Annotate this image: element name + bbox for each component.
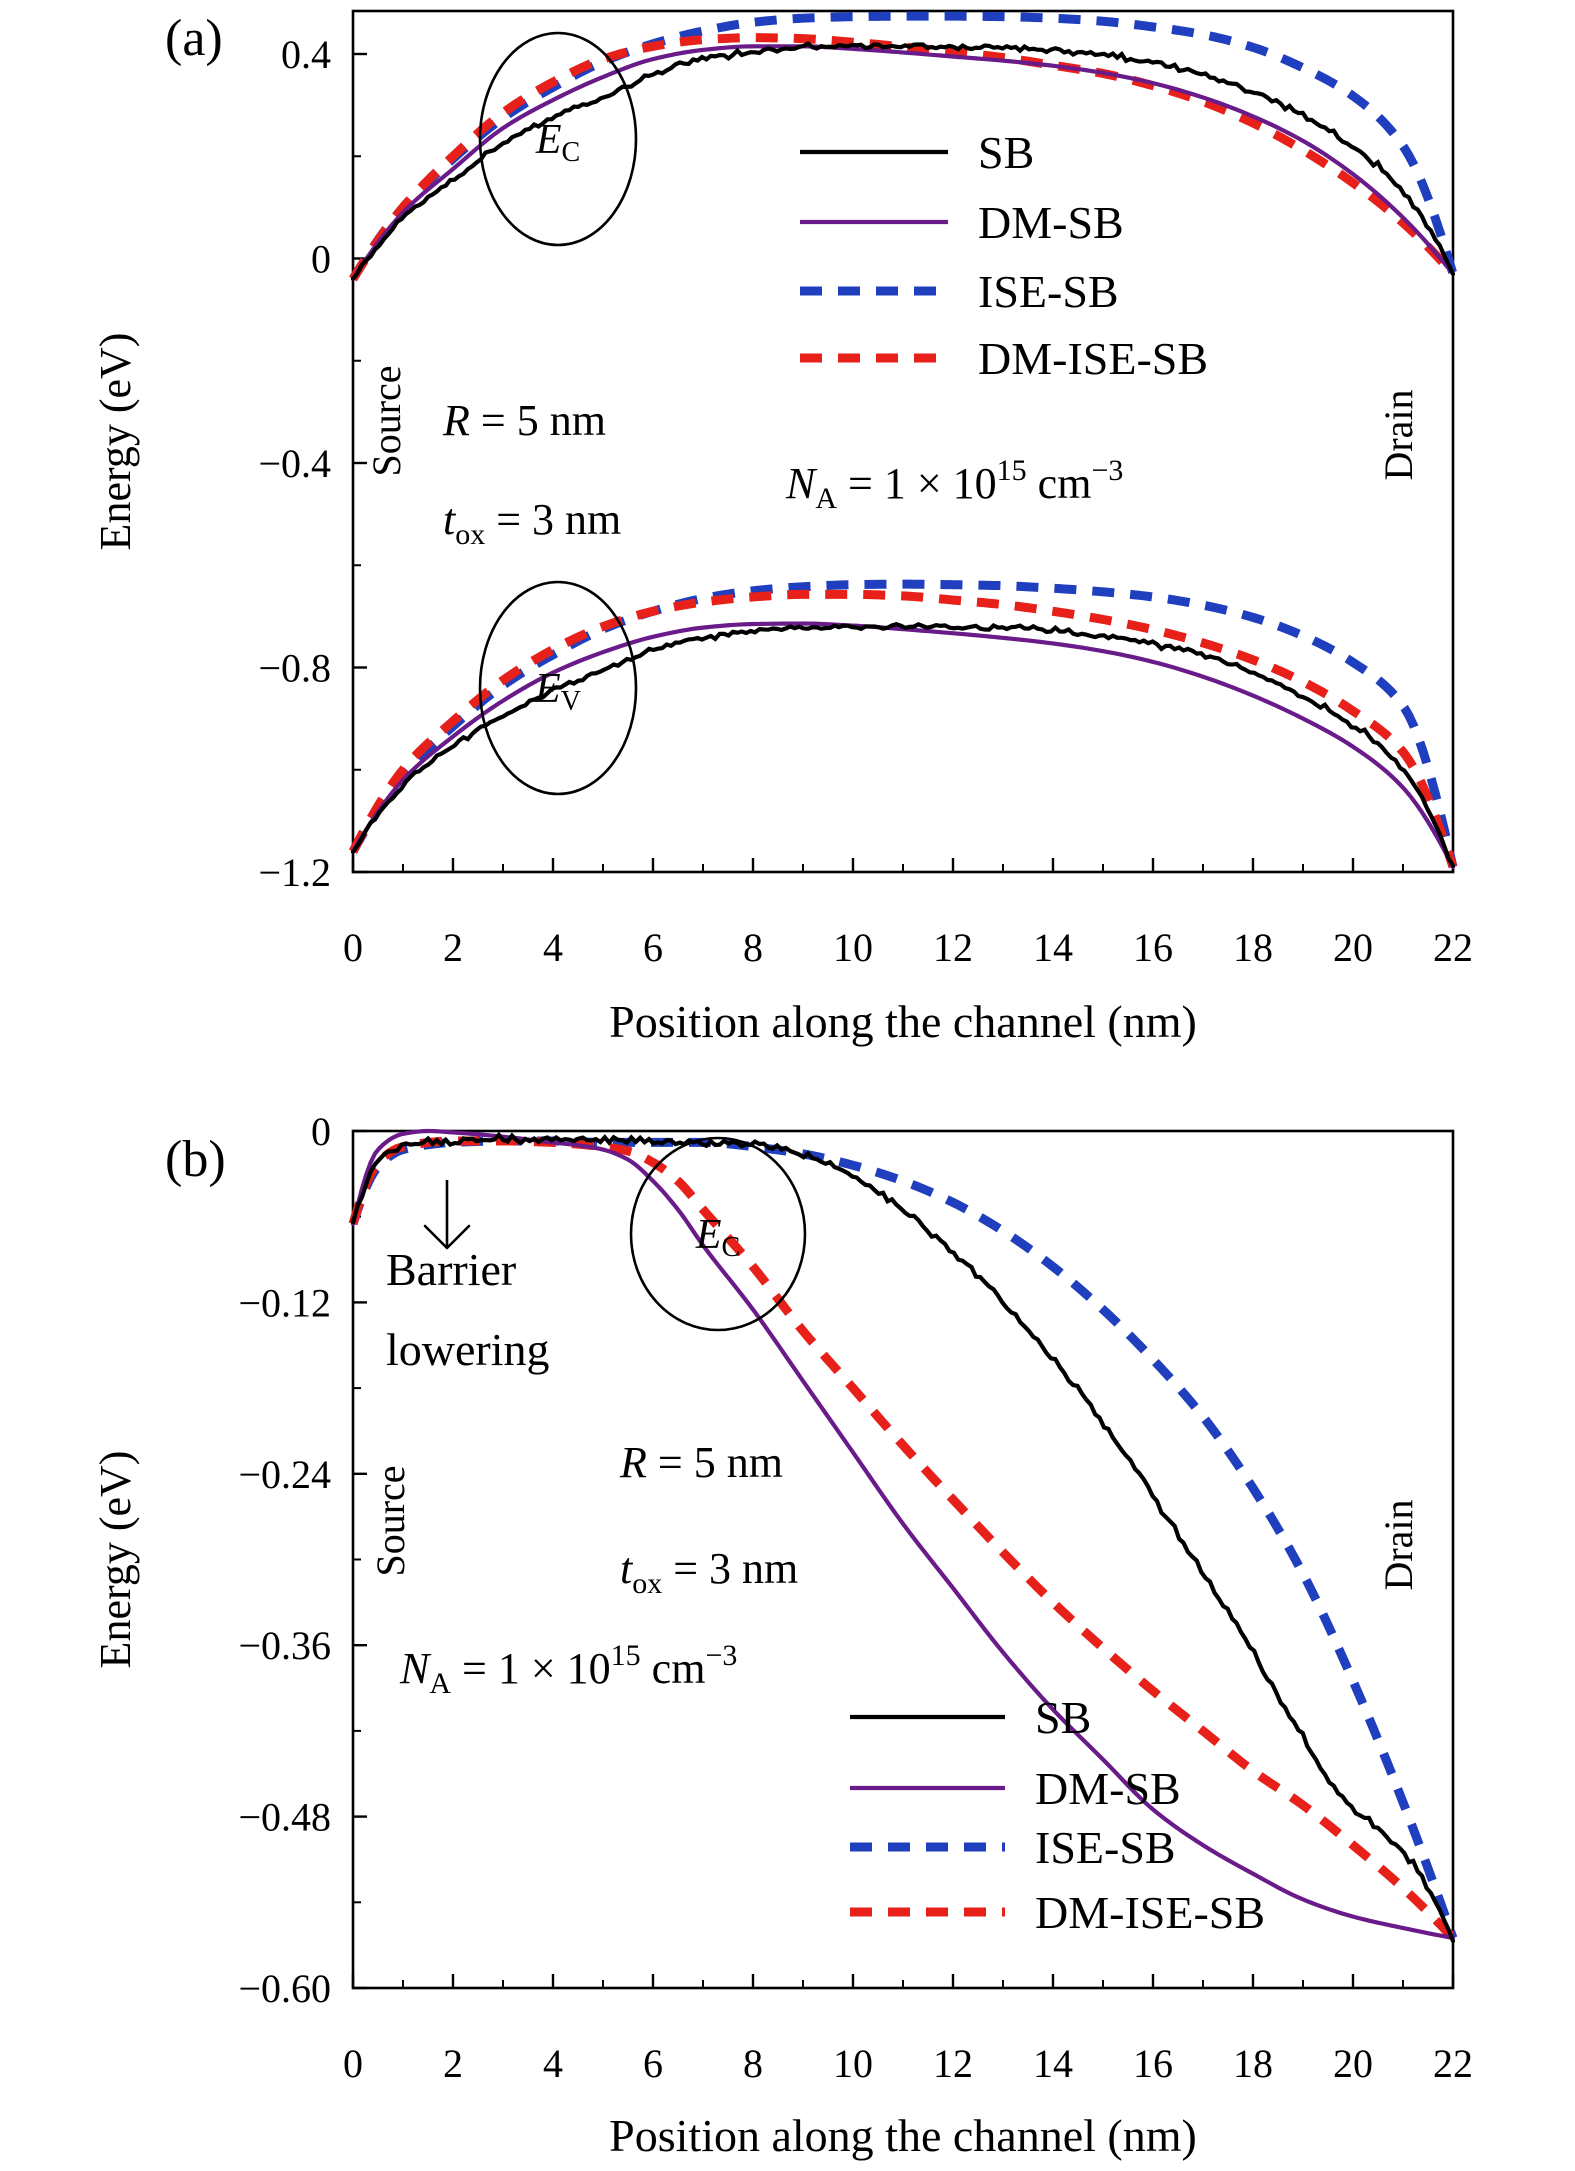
svg-text:14: 14 [1033, 2041, 1073, 2086]
svg-text:8: 8 [743, 925, 763, 970]
svg-text:DM-SB: DM-SB [1035, 1763, 1181, 1814]
svg-text:18: 18 [1233, 925, 1273, 970]
svg-text:SB: SB [1035, 1692, 1091, 1743]
svg-text:2: 2 [443, 925, 463, 970]
svg-text:R = 5 nm: R = 5 nm [442, 396, 606, 445]
svg-text:−0.24: −0.24 [238, 1452, 331, 1497]
svg-text:lowering: lowering [386, 1324, 550, 1375]
svg-text:22: 22 [1433, 925, 1473, 970]
svg-text:4: 4 [543, 2041, 563, 2086]
svg-text:−0.8: −0.8 [258, 646, 331, 691]
svg-text:2: 2 [443, 2041, 463, 2086]
svg-text:−0.12: −0.12 [238, 1280, 331, 1325]
svg-text:−0.48: −0.48 [238, 1795, 331, 1840]
svg-text:−1.2: −1.2 [258, 850, 331, 895]
svg-text:6: 6 [643, 925, 663, 970]
svg-text:0: 0 [343, 2041, 363, 2086]
svg-text:8: 8 [743, 2041, 763, 2086]
svg-text:(a): (a) [165, 10, 223, 67]
svg-text:−0.4: −0.4 [258, 441, 331, 486]
svg-text:Energy (eV): Energy (eV) [91, 1451, 140, 1669]
svg-text:Source: Source [368, 1465, 413, 1576]
svg-text:(b): (b) [165, 1131, 226, 1188]
svg-text:4: 4 [543, 925, 563, 970]
svg-text:18: 18 [1233, 2041, 1273, 2086]
svg-text:6: 6 [643, 2041, 663, 2086]
svg-text:16: 16 [1133, 925, 1173, 970]
svg-text:12: 12 [933, 2041, 973, 2086]
svg-text:0.4: 0.4 [281, 32, 331, 77]
svg-text:SB: SB [978, 127, 1034, 178]
svg-text:10: 10 [833, 2041, 873, 2086]
svg-text:20: 20 [1333, 2041, 1373, 2086]
svg-text:Position along the channel (nm: Position along the channel (nm) [609, 996, 1197, 1047]
svg-text:DM-ISE-SB: DM-ISE-SB [1035, 1887, 1265, 1938]
svg-text:R = 5 nm: R = 5 nm [619, 1438, 783, 1487]
svg-text:DM-ISE-SB: DM-ISE-SB [978, 333, 1208, 384]
svg-text:Barrier: Barrier [386, 1244, 516, 1295]
svg-text:14: 14 [1033, 925, 1073, 970]
svg-text:ISE-SB: ISE-SB [1035, 1822, 1176, 1873]
svg-text:Position along the channel (nm: Position along the channel (nm) [609, 2110, 1197, 2161]
svg-text:DM-SB: DM-SB [978, 197, 1124, 248]
svg-text:Drain: Drain [1376, 389, 1421, 480]
svg-text:12: 12 [933, 925, 973, 970]
svg-text:Drain: Drain [1376, 1499, 1421, 1590]
svg-text:20: 20 [1333, 925, 1373, 970]
svg-text:Source: Source [364, 365, 409, 476]
svg-text:ISE-SB: ISE-SB [978, 266, 1119, 317]
svg-text:−0.36: −0.36 [238, 1623, 331, 1668]
svg-text:10: 10 [833, 925, 873, 970]
svg-text:Energy (eV): Energy (eV) [91, 333, 140, 551]
svg-text:0: 0 [311, 1109, 331, 1154]
svg-text:0: 0 [311, 237, 331, 282]
svg-text:16: 16 [1133, 2041, 1173, 2086]
svg-text:22: 22 [1433, 2041, 1473, 2086]
svg-text:0: 0 [343, 925, 363, 970]
svg-text:−0.60: −0.60 [238, 1966, 331, 2011]
